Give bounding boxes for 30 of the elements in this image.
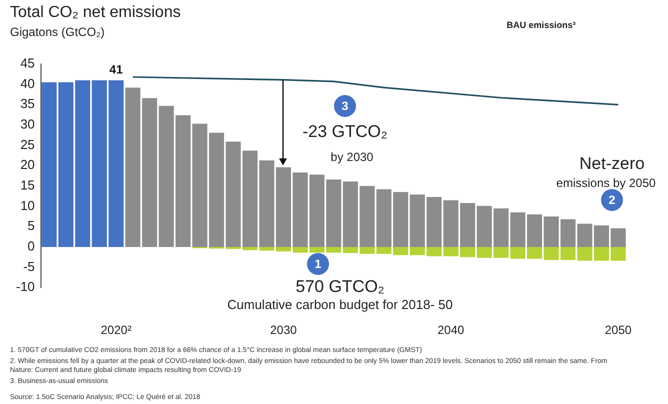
annotation: Net-zero	[579, 154, 645, 174]
annotation: 570 GTCO₂	[296, 276, 384, 297]
y-tick-label: 40	[20, 76, 35, 91]
y-tick-label: 5	[28, 218, 35, 234]
y-tick-label: 0	[28, 238, 35, 254]
y-tick-label: 20	[20, 157, 35, 172]
annotation: 41	[109, 62, 124, 77]
x-tick-label: 2040	[438, 323, 465, 338]
circle-badge: 3	[334, 95, 356, 117]
y-tick-label: 25	[20, 136, 35, 152]
y-tick-label: -5	[23, 258, 35, 274]
y-tick-label: 15	[20, 178, 35, 193]
chart-subtitle: Gigatons (GtCO₂)	[10, 25, 105, 39]
chart-title: Total CO₂ net emissions	[10, 4, 181, 22]
text: BAU emissions³	[506, 20, 576, 30]
annotation: emissions by 2050	[556, 176, 656, 190]
y-tick-label: 30	[20, 116, 35, 132]
y-tick-label: -10	[16, 279, 35, 294]
annotation: -23 GTCO₂	[302, 122, 388, 142]
y-tick-label: 45	[20, 56, 35, 71]
text: Cumulative carbon budget for 2018- 50	[227, 297, 453, 312]
y-tick-label: 35	[20, 96, 35, 112]
x-tick-label: 2020²	[100, 323, 132, 338]
circle-badge: 1	[307, 253, 329, 275]
x-tick-label: 2030	[270, 323, 298, 338]
circle-badge: 2	[601, 189, 623, 211]
x-tick-label: 2050	[604, 323, 632, 338]
bar	[42, 82, 57, 247]
annotation: by 2030	[330, 150, 374, 164]
y-tick-label: 10	[20, 198, 35, 213]
